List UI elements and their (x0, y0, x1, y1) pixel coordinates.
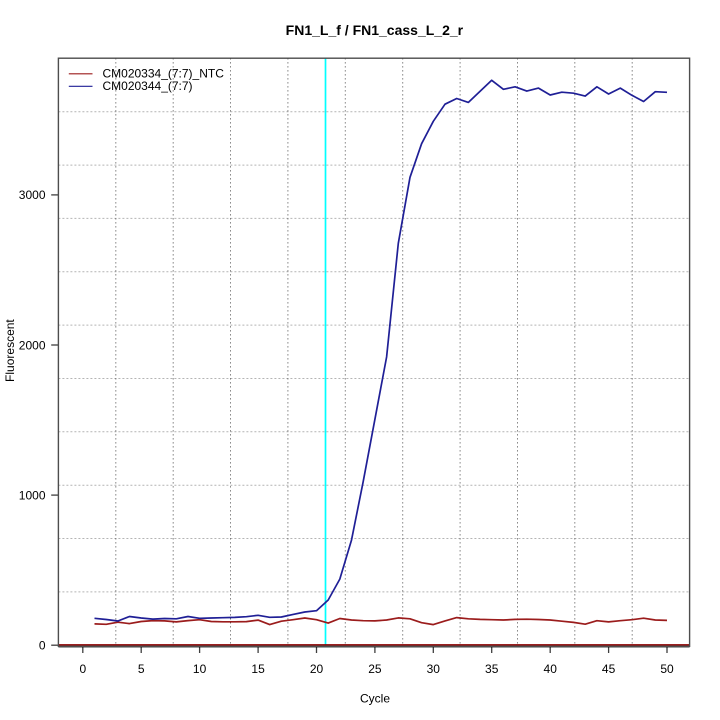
svg-text:Cycle: Cycle (360, 691, 390, 705)
svg-text:Fluorescent: Fluorescent (3, 319, 17, 382)
svg-text:CM020344_(7:7): CM020344_(7:7) (103, 79, 193, 93)
svg-text:1000: 1000 (19, 488, 46, 502)
svg-text:CM020334_(7:7)_NTC: CM020334_(7:7)_NTC (103, 67, 225, 81)
svg-text:50: 50 (660, 662, 674, 676)
svg-text:30: 30 (427, 662, 441, 676)
svg-text:5: 5 (138, 662, 145, 676)
svg-text:45: 45 (602, 662, 616, 676)
svg-text:10: 10 (193, 662, 207, 676)
svg-text:0: 0 (39, 639, 46, 653)
svg-text:0: 0 (79, 662, 86, 676)
svg-text:20: 20 (310, 662, 324, 676)
svg-text:40: 40 (544, 662, 558, 676)
svg-text:15: 15 (251, 662, 265, 676)
svg-text:25: 25 (368, 662, 382, 676)
svg-text:FN1_L_f / FN1_cass_L_2_r: FN1_L_f / FN1_cass_L_2_r (286, 22, 464, 38)
svg-text:2000: 2000 (19, 338, 46, 352)
svg-text:35: 35 (485, 662, 499, 676)
svg-text:3000: 3000 (19, 188, 46, 202)
